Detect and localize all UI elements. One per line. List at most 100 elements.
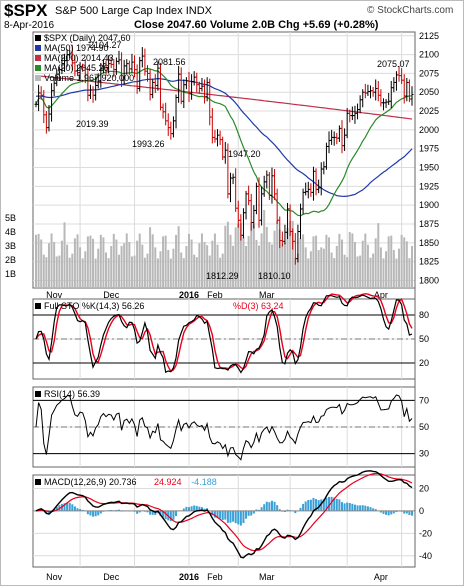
volume-bar xyxy=(141,245,143,288)
macd-histogram-bar xyxy=(95,511,97,516)
volume-bar xyxy=(35,235,37,288)
macd-histogram-bar xyxy=(263,504,265,511)
volume-bar xyxy=(307,258,309,288)
volume-bar xyxy=(66,245,68,288)
volume-bar xyxy=(351,233,353,288)
macd-histogram-bar xyxy=(364,506,366,511)
volume-bar xyxy=(136,241,138,288)
sto-legend-label: Full STO %K(14,3) 56.26 xyxy=(44,301,144,311)
volume-bar xyxy=(134,256,136,288)
volume-bar xyxy=(377,223,379,288)
volume-bar xyxy=(38,234,40,288)
macd-histogram-bar xyxy=(250,511,252,516)
volume-bar xyxy=(95,259,97,288)
macd-histogram-bar xyxy=(351,504,353,511)
volume-bar xyxy=(69,258,71,288)
volume-bar xyxy=(271,245,273,288)
macd-histogram-bar xyxy=(235,511,237,523)
macd-histogram-bar xyxy=(385,511,387,515)
macd-histogram-bar xyxy=(71,504,73,511)
volume-bar xyxy=(318,250,320,288)
price-axis-tick-label: 1975 xyxy=(419,144,439,154)
price-annotation: 2075.07 xyxy=(377,59,410,69)
macd-histogram-bar xyxy=(338,499,340,511)
macd-histogram-bar xyxy=(89,511,91,516)
sto-axis-tick-label: 50 xyxy=(419,334,429,344)
volume-bar xyxy=(253,225,255,288)
macd-histogram-bar xyxy=(411,511,413,516)
volume-bar xyxy=(258,246,260,288)
macd-histogram-bar xyxy=(74,506,76,510)
price-legend-label: Volume 1,967,920,000 xyxy=(44,73,134,83)
macd-histogram-bar xyxy=(305,501,307,510)
volume-bar xyxy=(121,246,123,288)
volume-bar xyxy=(364,234,366,288)
volume-bar xyxy=(367,245,369,288)
volume-bar xyxy=(149,227,151,288)
volume-bar xyxy=(58,256,60,288)
volume-bar xyxy=(97,249,99,288)
macd-histogram-bar xyxy=(232,511,234,522)
volume-bar xyxy=(312,236,314,288)
volume-bar xyxy=(398,249,400,288)
volume-bar xyxy=(128,242,130,288)
price-axis-tick-label: 2025 xyxy=(419,106,439,116)
macd-histogram-bar xyxy=(336,499,338,511)
volume-bar xyxy=(118,255,120,288)
macd-histogram-bar xyxy=(237,511,239,524)
volume-bar xyxy=(102,237,104,288)
macd-histogram-bar xyxy=(245,511,247,519)
volume-bar xyxy=(139,234,141,288)
volume-bar xyxy=(126,233,128,288)
price-legend-label: MA(200) 2014.43 xyxy=(44,53,114,63)
macd-x-label: Nov xyxy=(46,572,63,582)
volume-bar xyxy=(408,258,410,288)
volume-bar xyxy=(268,242,270,288)
price-axis-tick-label: 1875 xyxy=(419,219,439,229)
volume-bar xyxy=(395,259,397,288)
price-legend-swatch xyxy=(35,75,41,81)
price-legend-label: MA(50) 1974.90 xyxy=(44,43,109,53)
volume-bar xyxy=(183,258,185,288)
volume-bar xyxy=(152,234,154,288)
macd-histogram-bar xyxy=(175,511,177,516)
volume-bar xyxy=(393,250,395,288)
volume-bar xyxy=(344,255,346,288)
macd-histogram-bar xyxy=(188,507,190,511)
volume-bar xyxy=(382,258,384,288)
macd-histogram-bar xyxy=(97,511,99,515)
volume-bar xyxy=(159,251,161,288)
macd-histogram-bar xyxy=(193,505,195,510)
volume-bar xyxy=(61,241,63,288)
volume-bar xyxy=(323,249,325,288)
macd-histogram-bar xyxy=(312,498,314,511)
volume-bar xyxy=(40,240,42,288)
volume-bar xyxy=(82,258,84,288)
macd-x-label: 2016 xyxy=(179,572,199,582)
volume-bar xyxy=(204,242,206,288)
macd-axis-tick-label: 20 xyxy=(419,483,429,493)
volume-bar xyxy=(201,233,203,288)
price-annotation: 2019.39 xyxy=(76,119,109,129)
volume-bar xyxy=(217,245,219,288)
volume-bar xyxy=(108,258,110,288)
macd-axis-tick-label: -20 xyxy=(419,528,432,538)
volume-bar xyxy=(380,247,382,288)
macd-histogram-bar xyxy=(367,506,369,511)
volume-bar xyxy=(284,243,286,288)
macd-histogram-bar xyxy=(69,503,71,511)
volume-bar xyxy=(245,246,247,288)
macd-histogram-bar xyxy=(408,511,410,515)
macd-axis-tick-label: -40 xyxy=(419,551,432,561)
volume-bar xyxy=(248,236,250,288)
macd-histogram-bar xyxy=(390,511,392,515)
rsi-axis-tick-label: 30 xyxy=(419,449,429,459)
volume-bar xyxy=(198,243,200,288)
volume-bar xyxy=(84,251,86,288)
volume-bar xyxy=(336,246,338,288)
volume-bar xyxy=(154,247,156,288)
volume-bar xyxy=(333,258,335,288)
price-annotation: 2081.56 xyxy=(153,57,186,67)
